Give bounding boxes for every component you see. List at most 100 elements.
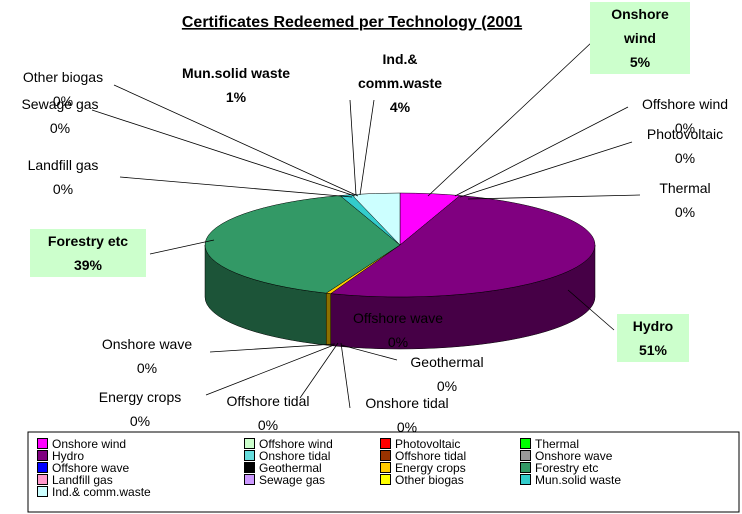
legend-entry: Offshore wind: [244, 438, 333, 450]
label-name: Sewage gas: [21, 96, 99, 112]
legend-key: [37, 450, 48, 461]
leader-line: [459, 141, 633, 198]
legend-entry: Photovoltaic: [380, 438, 460, 450]
data-label: Photovoltaic 0%: [630, 122, 740, 170]
leader-line: [119, 176, 353, 198]
label-value: 1%: [225, 89, 247, 105]
leader-line: [340, 344, 398, 361]
legend-label: Onshore tidal: [259, 449, 331, 463]
label-value: 0%: [674, 120, 696, 136]
legend-label: Other biogas: [395, 473, 464, 487]
legend-key: [520, 438, 531, 449]
legend-key: [244, 474, 255, 485]
data-label: Onshore wind 5%: [590, 2, 690, 74]
legend-label: Hydro: [52, 449, 85, 463]
legend-label: Thermal: [535, 437, 580, 451]
legend-label: Offshore tidal: [395, 449, 467, 463]
legend-entry: Mun.solid waste: [520, 474, 621, 486]
legend-entry: Hydro: [37, 450, 84, 462]
label-name: Onshore wave: [101, 336, 193, 352]
legend-label: Landfill gas: [52, 473, 113, 487]
legend-key: [244, 438, 255, 449]
legend-entry: Other biogas: [380, 474, 464, 486]
label-name: Geothermal: [410, 354, 484, 370]
data-label: Mun.solid waste 1%: [171, 61, 301, 109]
legend-key: [380, 474, 391, 485]
legend-entry: Offshore wave: [37, 462, 129, 474]
label-name: Thermal: [659, 180, 711, 196]
legend-entry: Offshore tidal: [380, 450, 466, 462]
label-name: Onshore tidal: [365, 395, 449, 411]
legend-key: [244, 450, 255, 461]
label-value: 0%: [396, 419, 418, 435]
legend-entry: Onshore wave: [520, 450, 612, 462]
label-name: Mun.solid waste: [181, 65, 291, 81]
label-value: 0%: [436, 378, 458, 394]
label-value: 0%: [52, 181, 74, 197]
leader-line: [427, 41, 593, 197]
legend-label: Onshore wind: [52, 437, 127, 451]
label-name: Other biogas: [22, 69, 104, 85]
data-label: Onshore wave 0%: [92, 332, 202, 380]
leader-line: [340, 342, 351, 409]
data-label: Energy crops 0%: [85, 385, 195, 433]
legend-key: [380, 462, 391, 473]
data-label: Geothermal 0%: [397, 350, 497, 398]
label-value: 0%: [674, 204, 696, 220]
data-label: Forestry etc 39%: [30, 229, 146, 277]
label-name: Offshore wind: [641, 96, 729, 112]
legend-label: Photovoltaic: [395, 437, 461, 451]
data-label: Hydro 51%: [617, 314, 689, 362]
legend-label: Sewage gas: [259, 473, 326, 487]
leader-line: [299, 342, 339, 399]
data-label: Offshore wind 0%: [625, 92, 742, 140]
legend-entry: Sewage gas: [244, 474, 325, 486]
label-value: 5%: [629, 54, 651, 70]
label-name: Offshore tidal: [226, 393, 310, 409]
legend-label: Offshore wave: [52, 461, 130, 475]
legend-label: Forestry etc: [535, 461, 599, 475]
slice-side: [325, 292, 332, 346]
data-label: Offshore tidal 0%: [218, 389, 318, 437]
legend-label: Energy crops: [395, 461, 466, 475]
legend-key: [380, 438, 391, 449]
legend-key: [520, 462, 531, 473]
leader-line: [349, 99, 357, 196]
data-label: Onshore tidal 0%: [357, 391, 457, 439]
leader-line: [359, 99, 375, 196]
legend-label: Ind.& comm.waste: [52, 485, 151, 499]
label-name: Hydro: [632, 318, 674, 334]
legend-entry: Landfill gas: [37, 474, 113, 486]
leader-line: [149, 239, 215, 255]
label-name: Offshore wave: [352, 310, 443, 326]
legend-entry: Thermal: [520, 438, 579, 450]
label-value: 51%: [638, 342, 668, 358]
leader-line: [205, 344, 335, 396]
leader-line: [91, 109, 356, 197]
legend-key: [380, 450, 391, 461]
leader-line: [113, 84, 359, 197]
legend-key: [37, 438, 48, 449]
legend-key: [520, 474, 531, 485]
legend-entry: Geothermal: [244, 462, 322, 474]
legend-label: Onshore wave: [535, 449, 613, 463]
label-name: Energy crops: [98, 389, 182, 405]
legend-entry: Onshore wind: [37, 438, 126, 450]
label-name: Onshore wind: [611, 6, 669, 46]
label-value: 0%: [257, 417, 279, 433]
data-label: Sewage gas 0%: [10, 92, 110, 140]
legend-key: [37, 474, 48, 485]
leader-line: [467, 194, 641, 200]
label-value: 0%: [674, 150, 696, 166]
label-name: Forestry etc: [47, 233, 129, 249]
legend-label: Mun.solid waste: [535, 473, 622, 487]
label-value: 39%: [73, 257, 103, 273]
legend-entry: Energy crops: [380, 462, 466, 474]
legend-entry: Forestry etc: [520, 462, 598, 474]
legend-entry: Ind.& comm.waste: [37, 486, 151, 498]
label-value: 0%: [49, 120, 71, 136]
data-label: Offshore wave 0%: [343, 306, 453, 354]
slice: [330, 195, 596, 298]
